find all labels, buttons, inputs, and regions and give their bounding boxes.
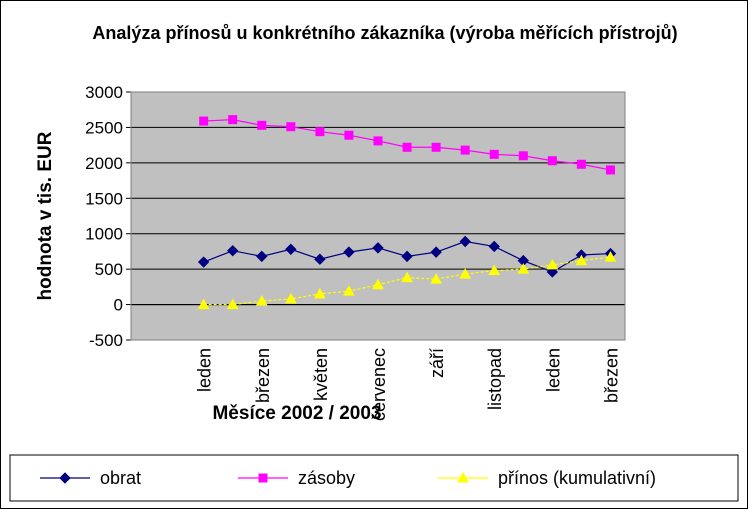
marker-diamond <box>343 246 355 258</box>
x-tick-label: březen <box>253 348 273 403</box>
marker-square <box>373 136 383 146</box>
marker-triangle <box>343 285 355 296</box>
marker-square <box>605 165 615 175</box>
marker-triangle <box>372 278 384 290</box>
marker-square <box>518 151 528 161</box>
marker-triangle <box>430 273 442 284</box>
x-tick-labels: leden březen květen červenec září listopad led… <box>195 348 622 421</box>
marker-diamond <box>59 472 71 484</box>
plot-border <box>130 91 626 341</box>
marker-square <box>547 156 557 166</box>
marker-square <box>402 142 412 152</box>
marker-square <box>489 149 499 159</box>
marker-diamond <box>226 245 239 257</box>
legend-label: obrat <box>100 468 141 488</box>
plot-area <box>131 92 625 340</box>
marker-square <box>258 473 268 483</box>
legend-label: zásoby <box>298 468 355 488</box>
y-tick-label: 3000 <box>85 83 123 102</box>
marker-triangle <box>575 254 588 266</box>
marker-diamond <box>459 235 471 248</box>
x-tick-label: červenec <box>369 348 389 421</box>
marker-triangle <box>401 271 413 283</box>
x-tick-label: leden <box>543 348 563 392</box>
y-tick-label: 0 <box>114 296 123 315</box>
y-tick-label: 1000 <box>85 225 123 244</box>
marker-square <box>460 145 470 155</box>
marker-triangle <box>226 298 239 310</box>
marker-square <box>257 120 267 130</box>
marker-square <box>286 122 296 132</box>
marker-diamond <box>314 253 326 265</box>
marker-square <box>431 142 441 152</box>
y-tick-labels: 3000 2500 2000 1500 1000 500 0 -500 <box>85 83 123 350</box>
x-tick-label: leden <box>195 348 215 392</box>
marker-square <box>228 115 238 125</box>
marker-diamond <box>256 250 268 263</box>
chart-title: Analýza přínosů u konkrétního zákazníka … <box>92 23 678 43</box>
x-tick-label: březen <box>601 348 621 403</box>
marker-triangle <box>314 287 326 299</box>
marker-diamond <box>401 250 413 263</box>
marker-triangle <box>197 298 210 310</box>
marker-square <box>199 116 209 126</box>
marker-triangle <box>457 471 469 483</box>
x-tick-label: květen <box>311 348 331 401</box>
legend: obrat zásoby přínos (kumulativní) <box>9 454 739 502</box>
axes <box>130 91 626 341</box>
series-0 <box>197 235 617 278</box>
marker-triangle <box>284 292 297 304</box>
marker-square <box>315 127 325 137</box>
y-tick-label: 500 <box>95 260 123 279</box>
marker-diamond <box>546 266 559 278</box>
marker-triangle <box>459 268 472 279</box>
legend-label: přínos (kumulativní) <box>498 468 656 488</box>
marker-triangle <box>517 263 530 274</box>
y-axis-label: hodnota v tis. EUR <box>35 131 56 300</box>
y-tick-label: 1500 <box>85 189 123 208</box>
series-2 <box>197 251 617 310</box>
marker-triangle <box>604 251 617 262</box>
marker-diamond <box>430 246 442 258</box>
x-axis-label: Měsíce 2002 / 2003 <box>212 403 381 424</box>
marker-diamond <box>372 242 384 254</box>
marker-square <box>576 159 586 169</box>
series-group <box>197 115 617 310</box>
marker-diamond <box>488 240 500 253</box>
marker-diamond <box>285 243 297 256</box>
marker-triangle <box>488 264 501 276</box>
y-tick-label: -500 <box>89 331 123 350</box>
x-tick-label: září <box>427 348 447 378</box>
legend-box <box>9 454 739 502</box>
marker-diamond <box>197 256 210 268</box>
y-tick-label: 2500 <box>85 118 123 137</box>
marker-triangle <box>255 294 268 306</box>
marker-triangle <box>546 258 559 270</box>
marker-square <box>344 130 354 140</box>
x-tick-label: listopad <box>485 348 505 410</box>
series-1 <box>199 115 615 175</box>
y-tick-label: 2000 <box>85 154 123 173</box>
